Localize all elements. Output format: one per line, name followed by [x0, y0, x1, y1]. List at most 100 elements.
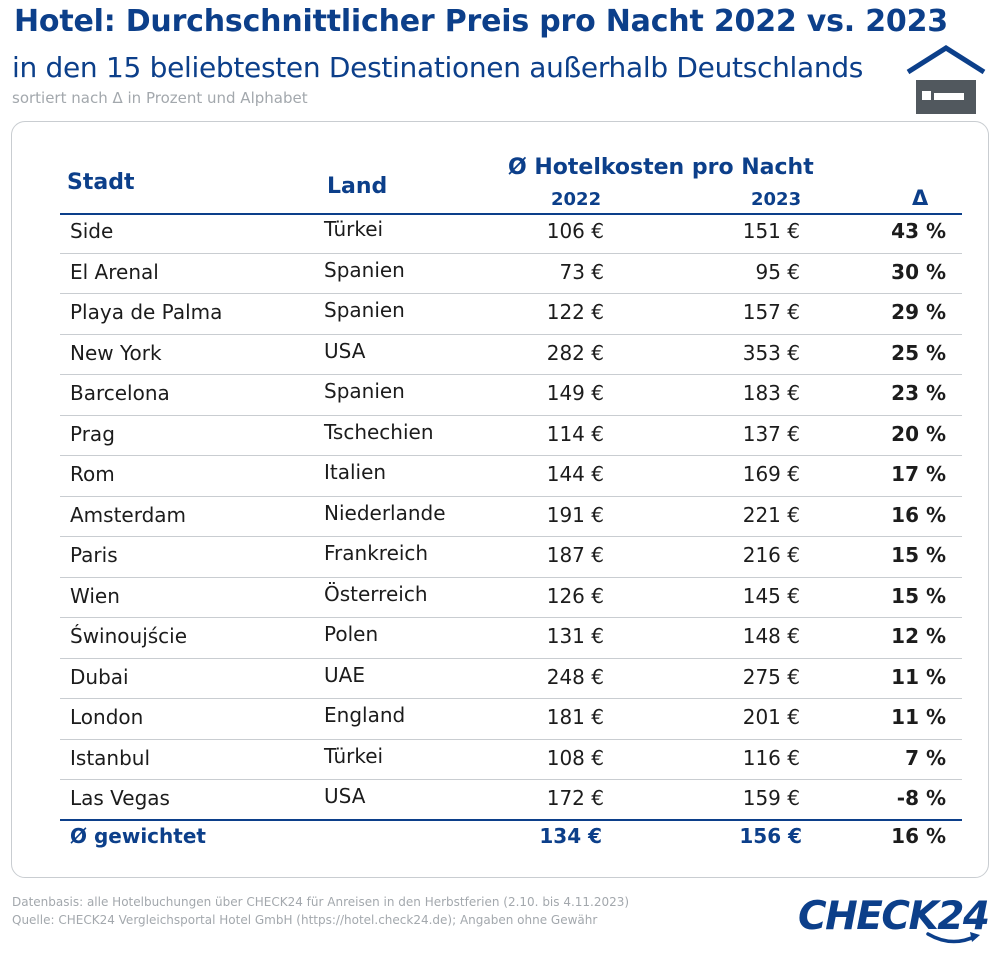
- city-cell: Las Vegas: [70, 786, 170, 810]
- price-2022-cell: 282 €: [546, 340, 604, 365]
- country-cell: Türkei: [324, 217, 384, 241]
- city-cell: Dubai: [70, 664, 129, 689]
- delta-cell: 16 %: [891, 502, 946, 527]
- price-2023-cell: 201 €: [742, 705, 800, 729]
- price-2023-cell: 148 €: [742, 624, 800, 648]
- city-cell: Barcelona: [70, 381, 170, 405]
- table-row: Barcelona Spanien 149 € 183 € 23 %: [60, 375, 962, 416]
- price-2023-cell: 169 €: [742, 462, 800, 486]
- table-row: Świnoujście Polen 131 € 148 € 12 %: [60, 618, 962, 659]
- table-row: El Arenal Spanien 73 € 95 € 30 %: [60, 254, 962, 294]
- price-2022-cell: 126 €: [546, 583, 604, 608]
- country-cell: Spanien: [324, 379, 405, 403]
- table-row: Playa de Palma Spanien 122 € 157 € 29 %: [60, 294, 962, 335]
- city-cell: Rom: [70, 462, 115, 486]
- table-row: Las Vegas USA 172 € 159 € -8 %: [60, 780, 962, 821]
- city-cell: Świnoujście: [70, 624, 188, 648]
- price-2023-cell: 116 €: [742, 745, 800, 770]
- table-row: London England 181 € 201 € 11 %: [60, 699, 962, 740]
- column-group-header-hotel-cost: Ø Hotelkosten pro Nacht: [508, 155, 814, 180]
- column-header-country: Land: [327, 174, 388, 199]
- table-row: Prag Tschechien 114 € 137 € 20 %: [60, 416, 962, 456]
- price-2022-cell: 106 €: [546, 219, 604, 243]
- city-cell: Playa de Palma: [70, 300, 223, 324]
- average-divider: [60, 819, 962, 821]
- price-2023-cell: 95 €: [755, 259, 800, 284]
- price-2022-cell: 131 €: [546, 624, 604, 648]
- price-2022-cell: 248 €: [546, 664, 604, 689]
- table-row: New York USA 282 € 353 € 25 %: [60, 335, 962, 375]
- delta-cell: -8 %: [896, 786, 946, 810]
- price-2023-cell: 159 €: [742, 786, 800, 810]
- price-2023-cell: 353 €: [742, 340, 800, 365]
- average-label: Ø gewichtet: [70, 824, 206, 848]
- logo-swoosh-icon: [926, 932, 980, 944]
- country-cell: USA: [324, 784, 366, 808]
- city-cell: Paris: [70, 543, 118, 567]
- price-2022-cell: 191 €: [546, 502, 604, 527]
- table-row: Side Türkei 106 € 151 € 43 %: [60, 213, 962, 254]
- price-2023-cell: 216 €: [742, 543, 800, 567]
- country-cell: Österreich: [324, 581, 428, 606]
- country-cell: Spanien: [324, 257, 405, 282]
- table-row: Istanbul Türkei 108 € 116 € 7 %: [60, 740, 962, 780]
- city-cell: London: [70, 705, 144, 729]
- delta-cell: 25 %: [891, 340, 946, 365]
- header-divider: [60, 213, 962, 215]
- delta-cell: 30 %: [891, 259, 946, 284]
- page-subtitle: in den 15 beliebtesten Destinationen auß…: [12, 51, 864, 84]
- country-cell: Türkei: [324, 743, 384, 768]
- delta-cell: 7 %: [905, 745, 946, 770]
- table-card: [11, 121, 989, 878]
- city-cell: Prag: [70, 421, 115, 446]
- logo-text: CHECK24: [798, 894, 990, 939]
- price-2023-cell: 275 €: [742, 664, 800, 689]
- city-cell: Istanbul: [70, 745, 151, 770]
- footer-source-line-1: Datenbasis: alle Hotelbuchungen über CHE…: [12, 895, 630, 909]
- price-2022-cell: 122 €: [546, 300, 604, 324]
- country-cell: Polen: [324, 622, 379, 646]
- delta-cell: 23 %: [891, 381, 946, 405]
- country-cell: Niederlande: [324, 500, 446, 525]
- table-row: Wien Österreich 126 € 145 € 15 %: [60, 578, 962, 618]
- price-2023-cell: 221 €: [742, 502, 800, 527]
- country-cell: England: [324, 703, 406, 727]
- city-cell: Side: [70, 219, 114, 243]
- price-2022-cell: 114 €: [546, 421, 604, 446]
- page-title: Hotel: Durchschnittlicher Preis pro Nach…: [14, 4, 948, 39]
- column-header-2023: 2023: [751, 189, 802, 210]
- price-2022-cell: 149 €: [546, 381, 604, 405]
- delta-cell: 15 %: [891, 583, 946, 608]
- country-cell: Spanien: [324, 298, 405, 322]
- price-2023-cell: 145 €: [742, 583, 800, 608]
- country-cell: Tschechien: [324, 419, 434, 444]
- price-2023-cell: 183 €: [742, 381, 800, 405]
- delta-cell: 11 %: [891, 705, 946, 729]
- price-2023-cell: 137 €: [742, 421, 800, 446]
- price-2022-cell: 172 €: [546, 786, 604, 810]
- table-row: Paris Frankreich 187 € 216 € 15 %: [60, 537, 962, 578]
- average-delta: 16 %: [891, 824, 946, 848]
- price-2022-cell: 73 €: [559, 259, 604, 284]
- city-cell: El Arenal: [70, 259, 159, 284]
- table-row: Amsterdam Niederlande 191 € 221 € 16 %: [60, 497, 962, 537]
- price-2022-cell: 181 €: [546, 705, 604, 729]
- country-cell: UAE: [324, 662, 365, 687]
- city-cell: Amsterdam: [70, 502, 187, 527]
- column-header-delta: Δ: [912, 186, 929, 210]
- delta-cell: 17 %: [891, 462, 946, 486]
- delta-cell: 20 %: [891, 421, 946, 446]
- sort-note: sortiert nach Δ in Prozent und Alphabet: [12, 89, 308, 107]
- price-2022-cell: 187 €: [546, 543, 604, 567]
- footer-source-line-2: Quelle: CHECK24 Vergleichsportal Hotel G…: [12, 913, 598, 927]
- delta-cell: 11 %: [891, 664, 946, 689]
- table-row: Dubai UAE 248 € 275 € 11 %: [60, 659, 962, 699]
- delta-cell: 12 %: [891, 624, 946, 648]
- price-2023-cell: 151 €: [742, 219, 800, 243]
- hotel-bed-house-icon: [906, 45, 986, 114]
- average-price-2023: 156 €: [739, 824, 802, 848]
- delta-cell: 43 %: [891, 219, 946, 243]
- column-header-2022: 2022: [551, 189, 602, 210]
- delta-cell: 29 %: [891, 300, 946, 324]
- price-2023-cell: 157 €: [742, 300, 800, 324]
